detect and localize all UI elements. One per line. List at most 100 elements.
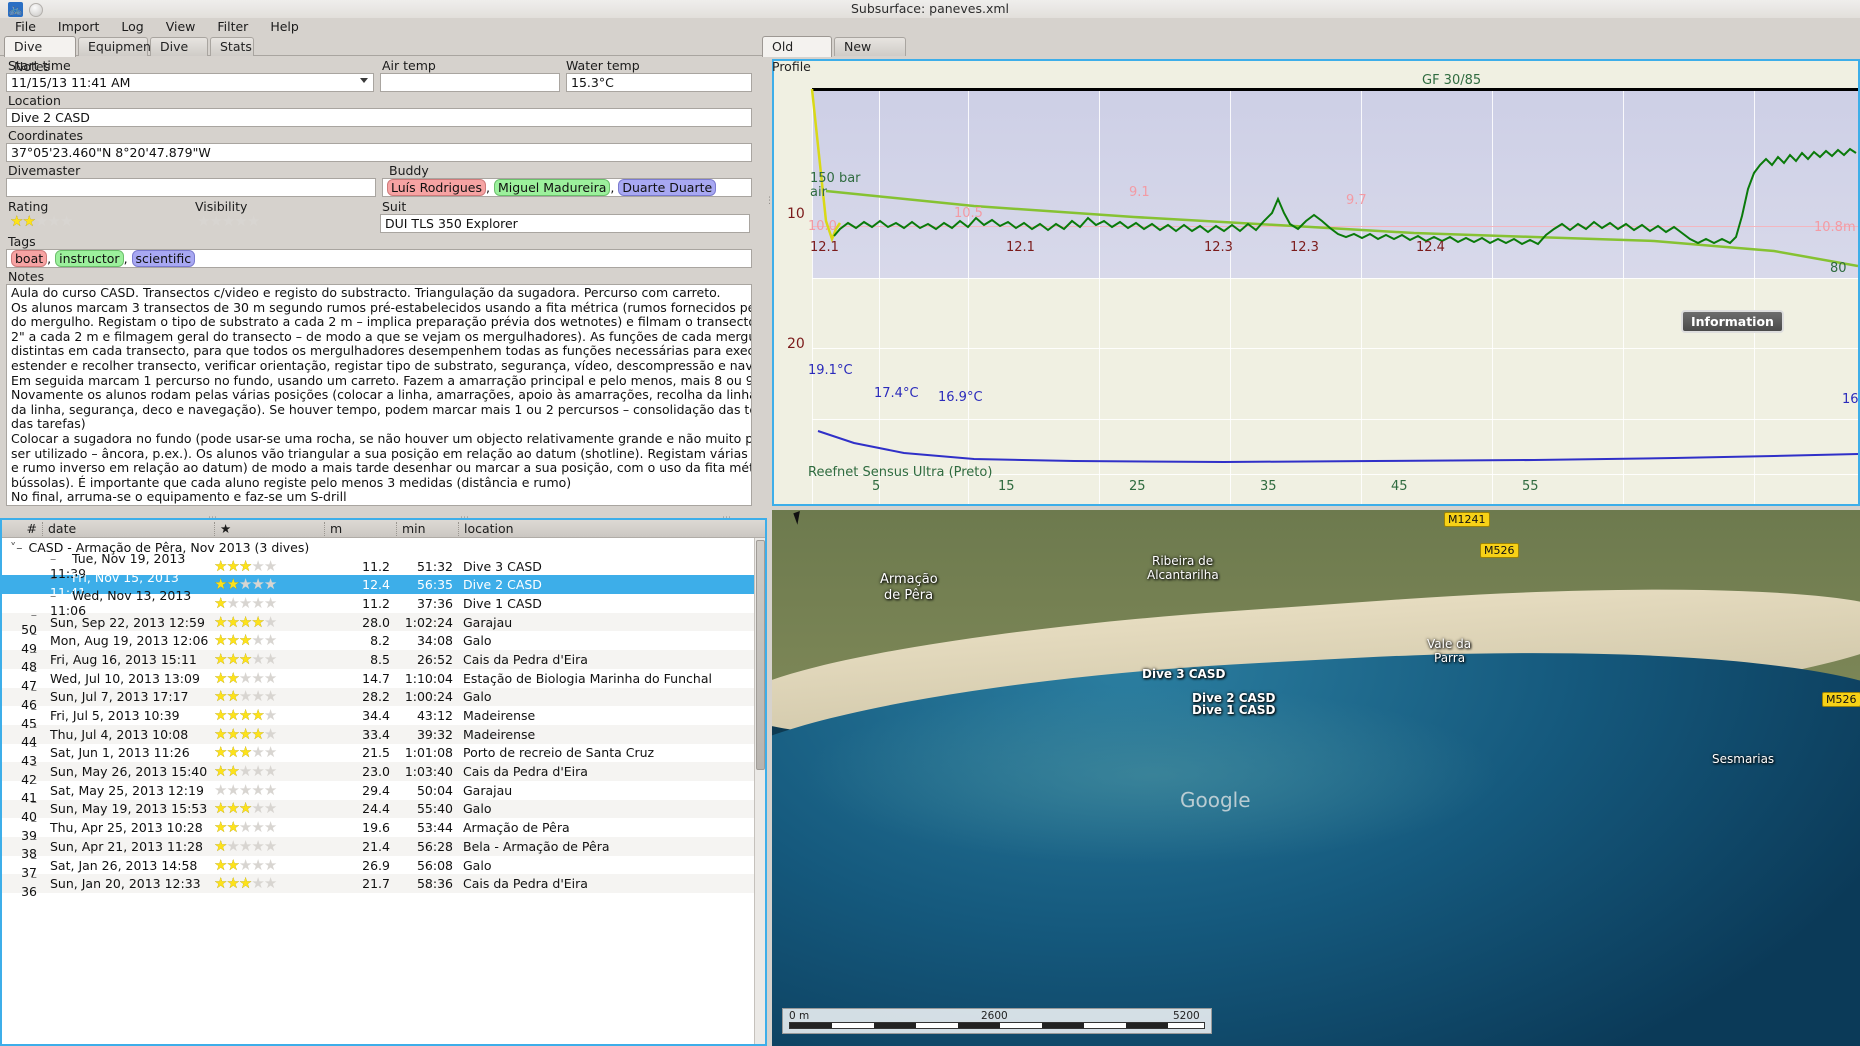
star-1[interactable]: ★ — [10, 212, 23, 230]
star-1[interactable]: ★ — [214, 556, 227, 575]
cell-rating[interactable]: ★★★★★ — [214, 633, 324, 648]
road-badge-m1241[interactable]: M1241 — [1444, 512, 1490, 527]
star-2[interactable]: ★ — [226, 575, 239, 594]
cell-rating[interactable]: ★★★★★ — [214, 801, 324, 816]
tab-stats[interactable]: Stats — [210, 37, 254, 56]
column-header-depth[interactable]: m — [324, 521, 396, 536]
dive-list-scroll-thumb[interactable] — [756, 540, 765, 770]
map-marker-dive-2[interactable]: Dive 2 CASD — [1192, 691, 1276, 705]
table-row[interactable]: –41 Sat, May 25, 2013 12:19 ★★★★★ 29.4 50:04… — [2, 775, 765, 805]
star-2[interactable]: ★ — [226, 556, 239, 575]
star-5[interactable]: ★ — [263, 724, 277, 743]
road-badge-m526-1[interactable]: M526 — [1480, 543, 1519, 558]
star-1[interactable]: ★ — [214, 855, 227, 874]
menu-item-import[interactable]: Import — [57, 19, 100, 34]
column-header-number[interactable]: # — [26, 520, 37, 536]
star-2[interactable]: ★ — [226, 612, 239, 631]
star-2[interactable]: ★ — [226, 818, 239, 837]
cell-rating[interactable]: ★★★★★ — [214, 689, 324, 704]
star-1[interactable]: ★ — [214, 874, 227, 893]
star-2[interactable]: ★ — [226, 799, 239, 818]
tab-old-profile[interactable]: Old Profile — [762, 36, 832, 74]
star-3[interactable]: ★ — [238, 556, 252, 575]
column-header-location[interactable]: location — [458, 521, 765, 536]
star-4[interactable]: ★ — [251, 855, 264, 874]
star-1[interactable]: ★ — [214, 818, 227, 837]
table-row[interactable]: – Tue, Nov 19, 2013 11:39 ★★★★★ 11.2 51:32 Di… — [2, 551, 765, 581]
table-row[interactable]: –50 Sun, Sep 22, 2013 12:59 ★★★★★ 28.0 1:02:… — [2, 607, 765, 637]
star-5[interactable]: ★ — [263, 836, 277, 855]
information-button[interactable]: Information — [1681, 310, 1784, 333]
star-4[interactable]: ★ — [251, 631, 264, 650]
cell-rating[interactable]: ★★★★★ — [214, 612, 324, 631]
star-3[interactable]: ★ — [238, 649, 252, 668]
star-5[interactable]: ★ — [263, 649, 277, 668]
table-row[interactable]: –49 Mon, Aug 19, 2013 12:06 ★★★★★ 8.2 34:08 G… — [2, 626, 765, 656]
star-2[interactable]: ★ — [226, 743, 239, 762]
splitter-handle-vertical[interactable]: ⋮ — [765, 196, 775, 206]
table-row[interactable]: –37 Sat, Jan 26, 2013 14:58 ★★★★★ 26.9 56:08… — [2, 850, 765, 880]
star-5[interactable]: ★ — [263, 799, 277, 818]
cell-rating[interactable]: ★★★★★ — [214, 649, 324, 668]
cell-rating[interactable]: ★★★★★ — [214, 782, 324, 798]
table-row[interactable]: –36 Sun, Jan 20, 2013 12:33 ★★★★★ 21.7 58:36… — [2, 869, 765, 899]
column-header-rating[interactable]: ★ — [214, 521, 324, 536]
star-4[interactable]: ★ — [251, 575, 264, 594]
menu-item-filter[interactable]: Filter — [217, 19, 249, 34]
table-row[interactable]: –43 Sat, Jun 1, 2013 11:26 ★★★★★ 21.5 1:01:0… — [2, 738, 765, 768]
star-2[interactable]: ★ — [226, 836, 239, 855]
cell-rating[interactable]: ★★★★★ — [214, 876, 324, 891]
cell-rating[interactable]: ★★★★★ — [214, 577, 324, 592]
star-4[interactable]: ★ — [251, 799, 264, 818]
star-4[interactable]: ★ — [251, 762, 264, 781]
buddy-pill-1[interactable]: Luís Rodrigues — [387, 179, 487, 196]
dive-list-scrollbar[interactable] — [754, 538, 765, 1044]
star-1[interactable]: ★ — [214, 706, 227, 725]
table-row[interactable]: –46 Sun, Jul 7, 2013 17:17 ★★★★★ 28.2 1:00:2… — [2, 682, 765, 712]
star-5[interactable]: ★ — [263, 668, 277, 687]
star-3[interactable]: ★ — [238, 762, 252, 781]
star-2[interactable]: ★ — [226, 762, 239, 781]
cell-rating[interactable]: ★★★★★ — [214, 745, 324, 760]
table-row[interactable]: –38 Sun, Apr 21, 2013 11:28 ★★★★★ 21.4 56:28… — [2, 831, 765, 861]
star-5[interactable]: ★ — [263, 575, 277, 594]
cell-rating[interactable]: ★★★★★ — [214, 836, 324, 855]
star-1[interactable]: ★ — [214, 631, 227, 650]
divemaster-input[interactable] — [6, 178, 376, 197]
star-1[interactable]: ★ — [214, 799, 227, 818]
star-4[interactable]: ★ — [251, 836, 264, 855]
star-4[interactable]: ★ — [47, 212, 60, 230]
menu-item-view[interactable]: View — [165, 19, 196, 34]
star-3[interactable]: ★ — [238, 668, 252, 687]
star-3[interactable]: ★ — [238, 874, 252, 893]
star-4[interactable]: ★ — [251, 649, 264, 668]
star-1[interactable]: ★ — [214, 612, 227, 631]
star-4[interactable]: ★ — [251, 743, 264, 762]
star-3[interactable]: ★ — [238, 631, 252, 650]
tag-pill-instructor[interactable]: instructor — [55, 250, 124, 267]
star-2[interactable]: ★ — [226, 855, 239, 874]
star-3[interactable]: ★ — [238, 575, 252, 594]
window-menu-button[interactable] — [29, 3, 43, 17]
star-2[interactable]: ★ — [226, 631, 239, 650]
star-1[interactable]: ★ — [214, 575, 227, 594]
star-4[interactable]: ★ — [251, 874, 264, 893]
star-3[interactable]: ★ — [238, 836, 252, 855]
star-4[interactable]: ★ — [251, 687, 264, 706]
star-2[interactable]: ★ — [226, 593, 239, 612]
star-3[interactable]: ★ — [238, 612, 252, 631]
star-1[interactable]: ★ — [214, 836, 227, 855]
dive-profile-chart[interactable]: GF 30/85 150 bar air 80 10 20 10.0 10.5 … — [772, 59, 1860, 506]
star-4[interactable]: ★ — [251, 706, 264, 725]
cell-rating[interactable]: ★★★★★ — [214, 764, 324, 779]
column-header-date[interactable]: date — [42, 521, 214, 536]
coordinates-input[interactable]: 37°05'23.460"N 8°20'47.879"W — [6, 143, 752, 162]
star-1[interactable]: ★ — [214, 593, 227, 612]
table-row[interactable]: –39 Thu, Apr 25, 2013 10:28 ★★★★★ 19.6 53:44… — [2, 813, 765, 843]
tab-equipment[interactable]: Equipment — [78, 37, 156, 56]
star-2[interactable]: ★ — [226, 874, 239, 893]
notes-textarea[interactable]: Aula do curso CASD. Transectos c/video e… — [6, 284, 752, 506]
star-3[interactable]: ★ — [34, 212, 48, 230]
star-4[interactable]: ★ — [234, 212, 247, 230]
map-marker-dive-1[interactable]: Dive 1 CASD — [1192, 703, 1276, 717]
